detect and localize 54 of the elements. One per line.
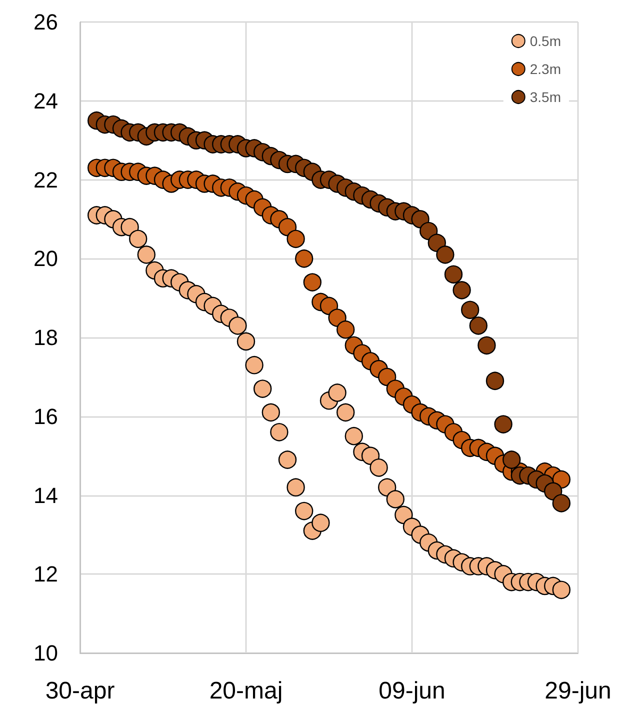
point xyxy=(295,250,314,268)
point xyxy=(245,356,264,374)
y-tick-label: 14 xyxy=(34,482,58,508)
point xyxy=(494,415,512,434)
point xyxy=(552,580,570,599)
x-tick-label: 09-jun xyxy=(378,678,446,704)
point xyxy=(254,380,272,398)
point xyxy=(336,403,355,422)
y-tick-label: 24 xyxy=(34,88,58,114)
legend-label: 0.5m xyxy=(530,33,561,49)
point xyxy=(486,372,504,390)
point xyxy=(236,332,256,351)
legend-label: 2.3m xyxy=(530,61,561,77)
point xyxy=(502,450,521,469)
y-tick-label: 16 xyxy=(34,404,58,429)
point xyxy=(461,300,480,319)
point xyxy=(137,246,156,264)
y-tick-label: 22 xyxy=(34,167,58,192)
y-tick-label: 12 xyxy=(34,562,58,587)
point xyxy=(278,218,297,236)
x-tick-label: 20-maj xyxy=(209,678,283,704)
point xyxy=(370,458,388,477)
point xyxy=(328,384,346,402)
point xyxy=(120,218,139,236)
point xyxy=(394,506,413,524)
y-tick-label: 10 xyxy=(34,640,58,666)
point xyxy=(286,478,305,496)
point xyxy=(278,450,297,469)
point xyxy=(444,265,463,284)
x-tick-label: 30-apr xyxy=(45,678,115,704)
point xyxy=(228,316,247,335)
point xyxy=(378,368,396,386)
point xyxy=(286,230,305,248)
point xyxy=(129,230,148,248)
point xyxy=(452,281,471,300)
y-tick-label: 18 xyxy=(34,325,58,350)
point xyxy=(436,246,454,264)
y-tick-label: 26 xyxy=(34,10,58,34)
point xyxy=(378,478,396,496)
point xyxy=(295,502,314,520)
x-tick-label: 29-jun xyxy=(544,678,612,704)
point xyxy=(303,273,322,292)
y-tick-label: 20 xyxy=(34,246,58,272)
point xyxy=(270,423,288,442)
legend-label: 3.5m xyxy=(530,89,561,105)
point xyxy=(312,514,330,532)
point xyxy=(552,494,570,512)
point xyxy=(386,490,404,508)
point xyxy=(344,427,363,446)
point xyxy=(262,403,280,422)
point xyxy=(544,482,562,500)
point xyxy=(469,316,488,335)
point xyxy=(336,320,355,339)
point xyxy=(478,336,496,354)
